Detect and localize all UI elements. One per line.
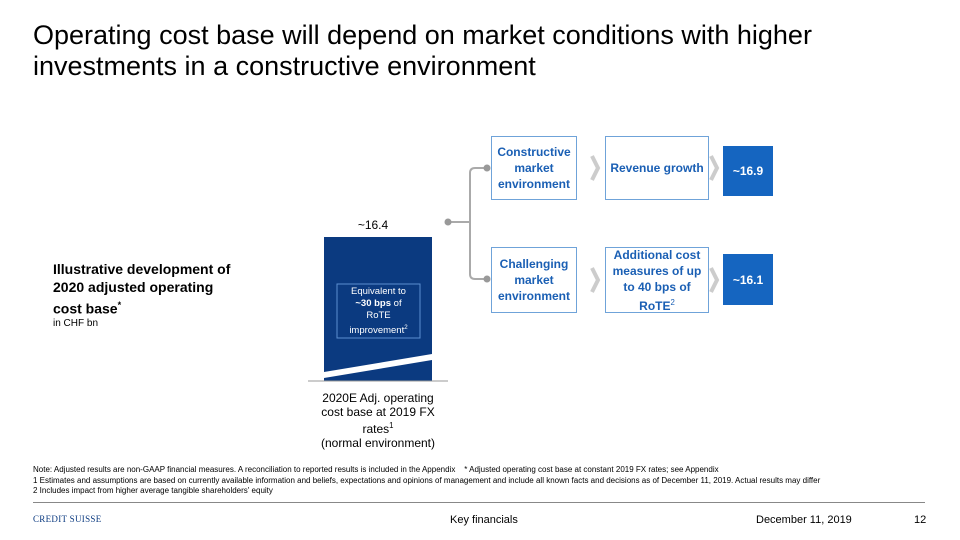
chevrons <box>590 155 720 293</box>
connector-dots <box>444 164 491 283</box>
caption-text: 2020E Adj. operating cost base at 2019 F… <box>321 391 435 436</box>
scenario-box: Constructive market environment <box>491 136 577 200</box>
driver-label: Additional cost measures of up to 40 bps… <box>612 247 702 313</box>
side-label: Illustrative development of 2020 adjuste… <box>53 260 233 318</box>
caption-line: (normal environment) <box>320 436 436 450</box>
driver-footnote: 2 <box>670 297 675 307</box>
inner-line: improvement <box>349 325 405 337</box>
bar-value-label: ~16.4 <box>357 218 389 232</box>
side-label-text: Illustrative development of 2020 adjuste… <box>53 261 231 317</box>
connector <box>448 167 487 280</box>
note: Note: Adjusted results are non-GAAP fina… <box>33 465 456 474</box>
notes: Note: Adjusted results are non-GAAP fina… <box>33 465 933 497</box>
driver-box: Additional cost measures of up to 40 bps… <box>605 247 709 313</box>
caption-footnote: 1 <box>389 421 394 430</box>
note: 2 Includes impact from higher average ta… <box>33 486 273 495</box>
logo: CREDIT SUISSE <box>33 514 102 524</box>
footer-section: Key financials <box>450 514 518 526</box>
inner-footnote: 2 <box>404 324 408 331</box>
unit: in CHF bn <box>53 318 99 329</box>
footer-date: December 11, 2019 <box>756 514 852 526</box>
bar-stripe <box>324 354 432 378</box>
bar-caption: 2020E Adj. operating cost base at 2019 F… <box>310 391 446 450</box>
scenario-box: Challenging market environment <box>491 247 577 313</box>
bar-inner-text: Equivalent to ~30 bps of RoTE improvemen… <box>337 286 420 337</box>
inner-bold: ~30 bps <box>355 298 392 309</box>
note: 1 Estimates and assumptions are based on… <box>33 475 821 485</box>
result-box: ~16.1 <box>723 254 773 305</box>
inner-box <box>336 283 421 339</box>
page-number: 12 <box>914 514 927 526</box>
footer-rule <box>33 502 925 503</box>
driver-text: Additional cost measures of up to 40 bps… <box>610 247 704 314</box>
inner-line: Equivalent to <box>351 286 406 297</box>
result-box: ~16.9 <box>723 146 773 196</box>
inner-line: RoTE <box>366 310 391 321</box>
inner-rest: of <box>393 298 402 309</box>
driver-text: Revenue growth <box>610 161 704 175</box>
driver-box: Revenue growth <box>605 136 709 200</box>
footnote-mark: * <box>117 300 122 310</box>
title: Operating cost base will depend on marke… <box>33 20 812 81</box>
note: * Adjusted operating cost base at consta… <box>464 465 719 474</box>
